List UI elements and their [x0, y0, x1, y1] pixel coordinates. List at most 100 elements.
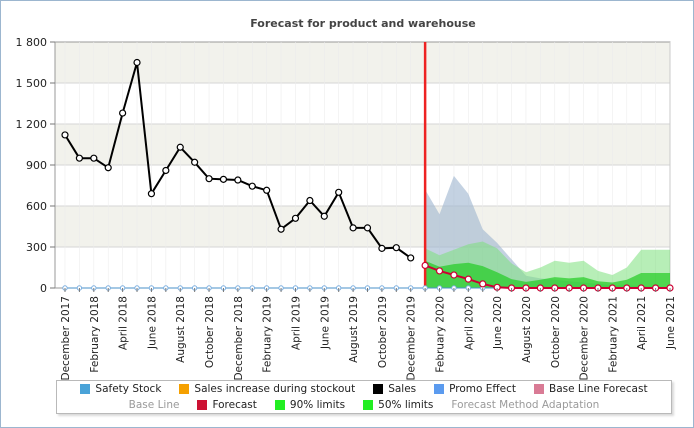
legend-label: Safety Stock: [95, 383, 162, 395]
legend-item[interactable]: Base Line: [129, 399, 180, 411]
forecast-point[interactable]: [435, 267, 444, 275]
sales-point[interactable]: [234, 176, 242, 184]
sales-point[interactable]: [320, 212, 328, 220]
plot-band: [55, 165, 670, 206]
sales-point[interactable]: [306, 196, 314, 205]
x-tick-label: June 2019: [319, 296, 331, 350]
x-tick-label: August 2019: [348, 296, 360, 363]
legend-item[interactable]: Forecast Method Adaptation: [451, 399, 599, 411]
sales-point[interactable]: [219, 175, 228, 183]
x-tick-label: April 2018: [118, 296, 130, 350]
legend-row-2: Base Line Forecast 90% limits 50% limits For…: [57, 397, 671, 413]
y-tick-label: 600: [26, 200, 47, 213]
y-tick-label: 1 800: [16, 36, 48, 49]
x-tick-label: April 2019: [290, 296, 302, 350]
x-tick-label: February 2021: [607, 296, 619, 373]
x-tick-label: December 2019: [406, 296, 418, 381]
sales-point[interactable]: [176, 143, 184, 151]
sales-point[interactable]: [119, 109, 127, 117]
x-tick-label: August 2018: [175, 296, 187, 363]
sales-point[interactable]: [147, 190, 156, 198]
legend-swatch: [373, 384, 384, 394]
x-tick-label: February 2019: [262, 296, 274, 373]
forecast-point[interactable]: [479, 280, 487, 288]
legend-swatch: [197, 400, 208, 410]
legend: Safety Stock Sales increase during stocko…: [56, 380, 672, 414]
x-tick-label: June 2020: [492, 296, 504, 350]
sales-point[interactable]: [248, 182, 256, 190]
sales-point[interactable]: [349, 224, 357, 232]
forecast-areas: [425, 175, 670, 288]
sales-point[interactable]: [162, 166, 170, 175]
sales-point[interactable]: [392, 244, 400, 252]
y-tick-label: 900: [26, 159, 47, 172]
x-tick-label: August 2020: [521, 296, 533, 363]
legend-item[interactable]: Base Line Forecast: [534, 383, 648, 395]
x-tick-label: December 2018: [233, 296, 245, 381]
sales-point[interactable]: [378, 244, 386, 252]
legend-label: Base Line Forecast: [549, 383, 648, 395]
x-tick-label: October 2018: [204, 296, 216, 368]
x-tick-label: October 2020: [550, 296, 562, 368]
legend-item[interactable]: Sales increase during stockout: [179, 383, 355, 395]
y-tick-label: 1 500: [16, 77, 48, 90]
forecast-point[interactable]: [464, 275, 472, 283]
x-tick-label: April 2020: [463, 296, 475, 350]
chart-title: Forecast for product and warehouse: [250, 17, 476, 30]
x-tick-label: February 2018: [89, 296, 101, 373]
x-tick-label: April 2021: [636, 296, 648, 350]
legend-item[interactable]: 90% limits: [274, 399, 346, 411]
sales-point[interactable]: [191, 158, 199, 166]
plot-band: [55, 124, 670, 165]
legend-swatch: [274, 400, 285, 410]
legend-label: 90% limits: [289, 399, 346, 411]
x-axis: December 2017 February 2018 April 2018 June…: [60, 288, 677, 381]
y-tick-label: 300: [26, 241, 47, 254]
sales-point[interactable]: [263, 186, 271, 194]
sales-point[interactable]: [75, 154, 84, 162]
legend-item[interactable]: Promo Effect: [434, 383, 516, 395]
forecast-point[interactable]: [421, 261, 429, 270]
sales-point[interactable]: [335, 188, 343, 196]
y-tick-label: 1 200: [16, 118, 48, 131]
sales-point[interactable]: [407, 254, 415, 262]
x-tick-label: December 2017: [60, 296, 72, 381]
legend-swatch: [80, 384, 91, 394]
legend-item[interactable]: Sales: [373, 383, 416, 395]
x-tick-label: February 2020: [435, 296, 447, 373]
legend-item[interactable]: Forecast: [197, 399, 257, 411]
sales-point[interactable]: [61, 131, 69, 139]
y-tick-label: 0: [40, 282, 47, 295]
sales-point[interactable]: [363, 224, 372, 232]
legend-label: Sales: [388, 383, 417, 395]
forecast-point[interactable]: [450, 271, 458, 279]
legend-swatch: [534, 384, 545, 394]
x-tick-label: October 2019: [377, 296, 389, 368]
x-grid: [64, 42, 671, 288]
legend-swatch: [434, 384, 445, 394]
legend-label: Base Line: [128, 399, 180, 411]
sales-point[interactable]: [104, 164, 112, 172]
x-tick-label: June 2021: [665, 296, 677, 350]
legend-item[interactable]: 50% limits: [363, 399, 433, 411]
sales-point[interactable]: [205, 175, 213, 183]
plot-band: [55, 206, 670, 247]
legend-label: Forecast Method Adaptation: [451, 399, 600, 411]
legend-label: Sales increase during stockout: [194, 383, 356, 395]
legend-swatch: [179, 384, 190, 394]
sales-point[interactable]: [90, 154, 98, 162]
plot-band: [55, 42, 670, 83]
legend-swatch: [363, 400, 374, 410]
sales-point[interactable]: [277, 225, 285, 233]
plot-band: [55, 83, 670, 124]
x-tick-label: December 2020: [579, 296, 591, 381]
x-tick-label: June 2018: [146, 296, 158, 350]
legend-item[interactable]: Safety Stock: [80, 383, 161, 395]
sales-point[interactable]: [133, 58, 141, 67]
sales-point[interactable]: [291, 214, 300, 222]
legend-label: 50% limits: [378, 399, 434, 411]
limits-50-area: [425, 260, 670, 288]
legend-label: Forecast: [212, 399, 257, 411]
legend-label: Promo Effect: [449, 383, 517, 395]
